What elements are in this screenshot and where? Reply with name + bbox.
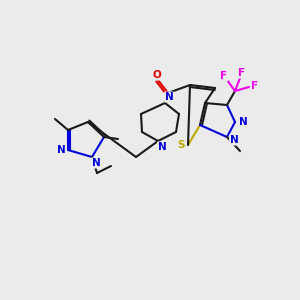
- Text: N: N: [230, 135, 238, 145]
- Text: F: F: [251, 81, 259, 91]
- Text: F: F: [220, 71, 228, 81]
- Text: N: N: [92, 158, 100, 168]
- Text: N: N: [238, 117, 247, 127]
- Text: N: N: [57, 145, 65, 155]
- Text: S: S: [177, 140, 185, 150]
- Text: F: F: [238, 68, 246, 78]
- Text: O: O: [153, 70, 161, 80]
- Text: N: N: [158, 142, 166, 152]
- Text: N: N: [165, 92, 173, 102]
